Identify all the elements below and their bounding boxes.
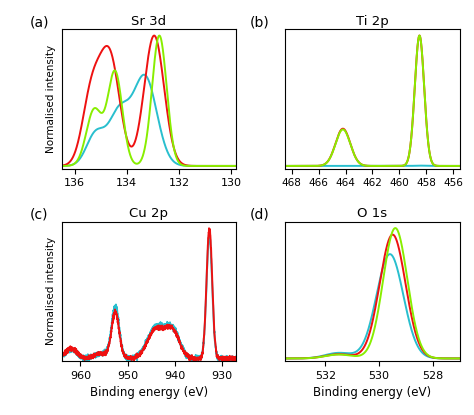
Y-axis label: Normalised intensity: Normalised intensity <box>46 45 56 153</box>
Title: Cu 2p: Cu 2p <box>129 208 168 220</box>
X-axis label: Binding energy (eV): Binding energy (eV) <box>313 386 431 399</box>
Title: O 1s: O 1s <box>357 208 388 220</box>
Legend: 3 unit-cells, 9 unit-cells, SrTiO₃: 3 unit-cells, 9 unit-cells, SrTiO₃ <box>312 34 414 87</box>
Text: (a): (a) <box>30 15 50 29</box>
Text: (d): (d) <box>250 208 270 222</box>
Y-axis label: Normalised intensity: Normalised intensity <box>46 237 56 345</box>
Title: Sr 3d: Sr 3d <box>131 15 166 28</box>
Text: (b): (b) <box>250 15 270 29</box>
Text: (c): (c) <box>30 208 49 222</box>
X-axis label: Binding energy (eV): Binding energy (eV) <box>90 386 208 399</box>
Title: Ti 2p: Ti 2p <box>356 15 389 28</box>
